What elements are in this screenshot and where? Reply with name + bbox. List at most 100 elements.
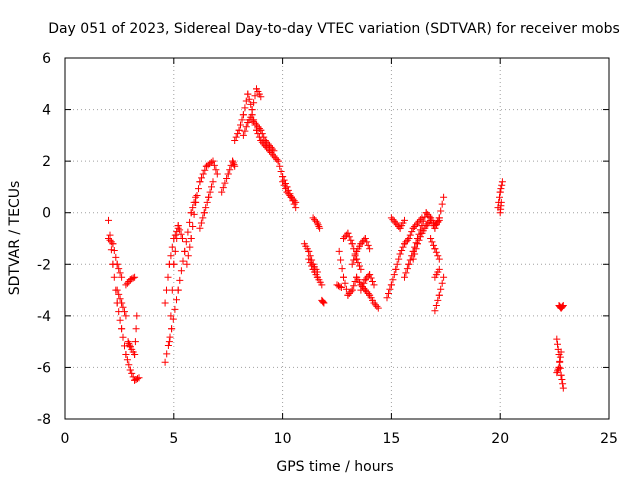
data-point: [126, 276, 134, 284]
data-point: [340, 273, 347, 281]
data-point: [401, 240, 408, 248]
data-point: [105, 235, 112, 242]
data-point: [347, 236, 355, 244]
data-point: [496, 188, 504, 196]
data-point: [135, 374, 143, 382]
data-point: [556, 358, 564, 366]
data-point: [274, 157, 282, 165]
data-point: [363, 288, 371, 296]
data-point: [207, 158, 215, 166]
data-point: [440, 273, 448, 281]
data-point: [118, 273, 126, 281]
data-point: [498, 181, 506, 189]
data-point: [554, 367, 561, 375]
data-point: [373, 302, 381, 310]
data-point: [253, 126, 260, 134]
data-point: [559, 384, 567, 392]
data-point: [435, 214, 443, 222]
data-point: [387, 214, 395, 222]
data-point: [340, 235, 347, 242]
data-point: [192, 198, 200, 206]
data-point: [411, 243, 419, 251]
y-tick-label: 4: [42, 103, 51, 119]
data-point: [403, 236, 411, 244]
data-point: [350, 256, 358, 264]
data-point: [374, 304, 382, 312]
plot-frame: [64, 57, 610, 420]
data-point: [258, 138, 266, 146]
data-point: [122, 281, 130, 289]
data-point: [177, 230, 185, 238]
data-point: [435, 265, 443, 273]
data-point: [395, 223, 403, 230]
data-point: [119, 333, 127, 341]
data-point: [345, 290, 353, 297]
data-point: [212, 166, 220, 174]
data-point: [122, 351, 130, 358]
data-point: [107, 246, 115, 254]
data-point: [434, 296, 442, 304]
data-point: [316, 224, 324, 232]
data-point: [239, 131, 247, 139]
chart-title: Day 051 of 2023, Sidereal Day-to-day VTE…: [48, 21, 620, 37]
data-point: [367, 274, 375, 282]
data-point: [132, 376, 140, 383]
data-point: [425, 212, 433, 220]
data-point: [408, 228, 416, 236]
data-point: [205, 193, 213, 201]
y-tick-label: -2: [37, 257, 51, 273]
data-point: [356, 262, 363, 270]
data-point: [193, 192, 201, 199]
data-point: [430, 241, 437, 249]
data-point: [311, 216, 318, 224]
y-axis-label: SDTVAR / TECUs: [7, 181, 23, 296]
y-tick-label: -4: [37, 309, 51, 325]
data-point: [116, 316, 124, 324]
data-point: [106, 236, 114, 244]
data-point: [203, 198, 211, 206]
data-point: [556, 353, 564, 361]
data-point: [247, 100, 255, 108]
data-point: [411, 250, 419, 258]
data-point: [315, 223, 323, 230]
data-point: [434, 252, 442, 260]
data-point: [371, 301, 379, 309]
data-point: [399, 243, 407, 251]
data-point: [123, 279, 131, 287]
data-point: [186, 218, 194, 226]
data-point: [308, 262, 316, 270]
data-point: [386, 285, 394, 293]
data-point: [273, 155, 281, 163]
data-point: [234, 130, 242, 138]
data-point: [369, 278, 376, 285]
data-point: [199, 170, 207, 178]
data-point: [209, 157, 217, 165]
data-point: [231, 162, 239, 170]
data-point: [221, 179, 229, 187]
data-point: [342, 285, 350, 293]
data-point: [387, 281, 395, 289]
data-point: [422, 222, 430, 230]
data-point: [357, 240, 365, 248]
data-point: [335, 282, 342, 290]
y-tick-label: 0: [42, 206, 51, 222]
data-point: [260, 140, 268, 148]
data-point: [348, 260, 356, 268]
data-point: [432, 248, 440, 256]
x-tick-label: 5: [169, 431, 178, 447]
data-point: [402, 269, 410, 277]
data-point: [559, 380, 567, 388]
data-point: [179, 235, 186, 242]
data-point: [122, 312, 130, 320]
data-point: [257, 137, 265, 144]
data-point: [177, 267, 185, 275]
data-point: [427, 235, 435, 242]
data-point: [267, 149, 275, 156]
y-tick-label: -8: [37, 412, 51, 428]
data-point: [361, 235, 369, 242]
data-point: [358, 283, 366, 291]
data-point: [110, 247, 118, 254]
data-point: [244, 90, 252, 98]
data-point: [348, 286, 356, 294]
data-point: [167, 312, 175, 320]
